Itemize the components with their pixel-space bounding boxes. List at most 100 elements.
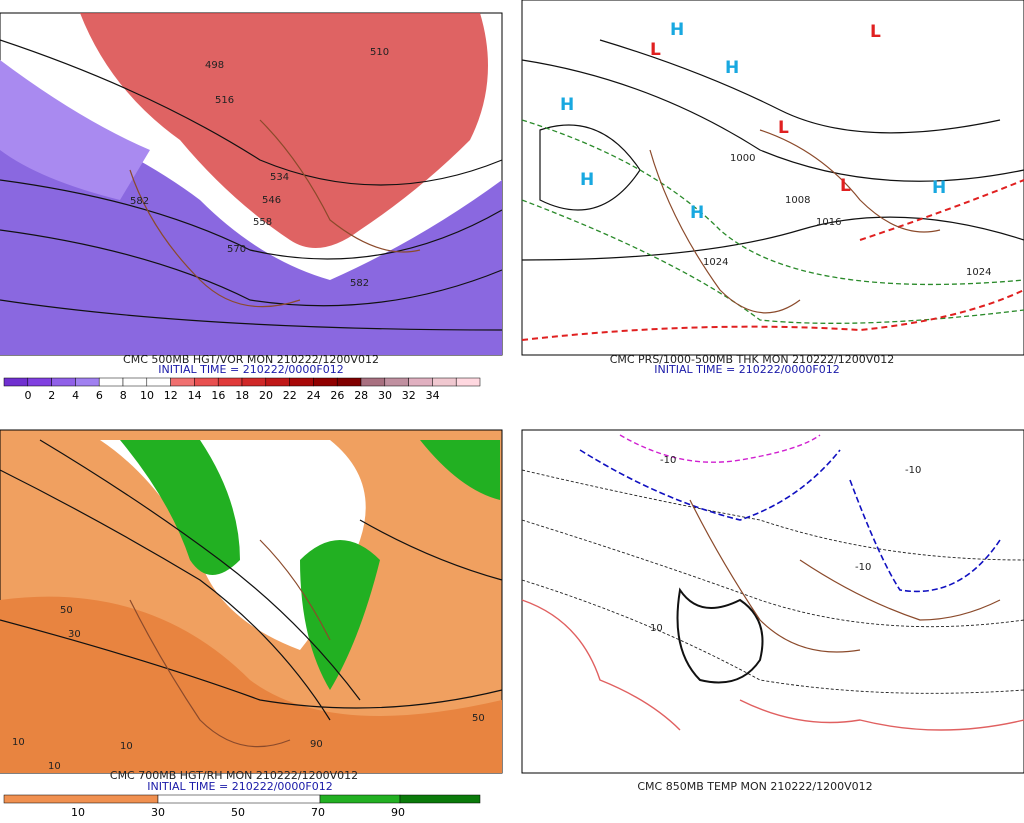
map-label: 1016 — [816, 217, 841, 228]
colorbar-segment — [336, 377, 362, 387]
colorbar-segment — [384, 377, 409, 387]
map-label: 534 — [270, 172, 289, 183]
panel-humidity: 10 10 30 50 50 90 10 CMC 700MB HGT/RH MO… — [0, 429, 503, 819]
map-label: 546 — [262, 195, 281, 206]
colorbar-segment — [455, 377, 481, 387]
map-label: 1008 — [785, 195, 810, 206]
colorbar-label: 8 — [120, 389, 127, 402]
colorbar-label: 30 — [378, 389, 392, 402]
colorbar-label: 34 — [426, 389, 440, 402]
contour — [0, 439, 503, 721]
map-label: -10 — [905, 465, 921, 476]
colorbar-segment — [408, 377, 433, 387]
low-label: L — [778, 118, 789, 138]
map-label: 516 — [215, 95, 234, 106]
colorbar-segment — [399, 794, 481, 804]
colorbar-label: 28 — [354, 389, 368, 402]
colorbar-segment — [432, 377, 457, 387]
colorbar-segment — [289, 377, 314, 387]
low-label: L — [840, 176, 851, 196]
map-label: 570 — [227, 244, 246, 255]
map-label: 582 — [350, 278, 369, 289]
colorbar-label: 30 — [151, 806, 165, 819]
colorbar-segment — [122, 377, 148, 387]
isotherm — [619, 434, 821, 463]
panel-subtitle: INITIAL TIME = 210222/0000F012 — [147, 780, 332, 793]
contour — [521, 39, 1024, 261]
colorbar-segment — [265, 377, 290, 387]
colorbar-label: 14 — [188, 389, 202, 402]
panel-title: CMC 700MB HGT/RH MON 210222/1200V012 — [110, 769, 358, 782]
colorbar-segment — [98, 377, 124, 387]
map-label: 50 — [60, 605, 73, 616]
colorbar-segment — [75, 377, 100, 387]
contour — [0, 39, 503, 331]
panel-vorticity: 498 510 516 534 546 558 570 582 582 CMC … — [0, 12, 503, 402]
colorbar-label: 4 — [72, 389, 79, 402]
colorbar-label: 24 — [307, 389, 321, 402]
colorbar-label: 16 — [211, 389, 225, 402]
map-frame — [521, 0, 1024, 356]
thickness-contour — [521, 179, 1024, 341]
colorbar-label: 12 — [164, 389, 178, 402]
map-label: 582 — [130, 196, 149, 207]
colorbar-segment — [146, 377, 171, 387]
coastline — [649, 129, 941, 314]
isotherm — [849, 479, 1001, 593]
rh-area — [0, 596, 502, 773]
panel-title: CMC 850MB TEMP MON 210222/1200V012 — [637, 780, 872, 793]
map-label: -10 — [660, 455, 676, 466]
colorbar: 0 2 4 6 8 10 12 14 16 18 20 22 24 26 28 30 32 34 — [3, 377, 481, 402]
coastline — [689, 499, 1001, 653]
terrain-contour — [676, 587, 764, 684]
high-label: H — [690, 203, 704, 223]
high-label: H — [932, 178, 946, 198]
colorbar-segment — [241, 377, 267, 387]
colorbar-segment — [51, 377, 76, 387]
colorbar-label: 10 — [71, 806, 85, 819]
map-label: 1000 — [730, 153, 755, 164]
panel-temperature: -10 -10 -10 10 CMC 850MB TEMP MON 210222… — [521, 429, 1024, 793]
colorbar-label: 70 — [311, 806, 325, 819]
panel-thickness: H H H H H H L L L L 1024 1016 1008 1000 … — [521, 0, 1024, 376]
panel-title: CMC PRS/1000-500MB THK MON 210222/1200V0… — [610, 353, 895, 366]
colorbar-segment — [217, 377, 243, 387]
colorbar-label: 2 — [48, 389, 55, 402]
thickness-contour — [521, 119, 1024, 324]
panel-subtitle: INITIAL TIME = 210222/0000F012 — [158, 363, 343, 376]
high-label: H — [725, 58, 739, 78]
map-label: 558 — [253, 217, 272, 228]
isotherm — [521, 599, 1024, 731]
colorbar-segment — [319, 794, 401, 804]
isotherm — [521, 469, 1024, 694]
panel-title: CMC 500MB HGT/VOR MON 210222/1200V012 — [123, 353, 379, 366]
map-label: 90 — [310, 739, 323, 750]
vort-area — [0, 60, 150, 200]
low-label: L — [650, 40, 661, 60]
coastline — [129, 119, 421, 308]
colorbar-segment — [170, 377, 195, 387]
high-label: H — [560, 95, 574, 115]
high-label: H — [580, 170, 594, 190]
map-label: 10 — [650, 623, 663, 634]
colorbar-label: 10 — [140, 389, 154, 402]
colorbar-segment — [157, 794, 321, 804]
low-label: L — [870, 22, 881, 42]
map-frame — [521, 429, 1024, 774]
map-label: 30 — [68, 629, 81, 640]
map-label: 498 — [205, 60, 224, 71]
colorbar-label: 90 — [391, 806, 405, 819]
coastline — [129, 539, 331, 748]
colorbar-label: 50 — [231, 806, 245, 819]
rh-area — [120, 440, 500, 690]
colorbar: 10 30 50 70 90 — [3, 794, 481, 819]
colorbar-label: 26 — [330, 389, 344, 402]
map-label: 510 — [370, 47, 389, 58]
vort-area — [80, 13, 488, 248]
isotherm — [579, 449, 841, 521]
map-label: 1024 — [703, 257, 728, 268]
colorbar-label: 18 — [235, 389, 249, 402]
map-label: 10 — [12, 737, 25, 748]
colorbar-segment — [194, 377, 219, 387]
